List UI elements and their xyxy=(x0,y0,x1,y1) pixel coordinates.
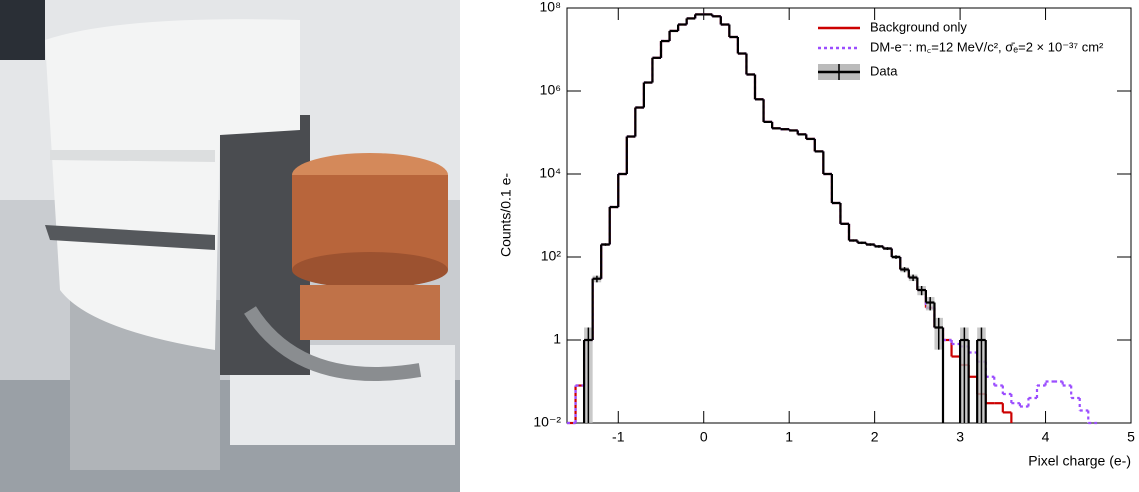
x-tick-label: 0 xyxy=(700,429,708,445)
y-tick-label: 10⁶ xyxy=(540,82,561,98)
x-axis-label: Pixel charge (e-) xyxy=(1028,453,1131,469)
x-tick-label: 3 xyxy=(956,429,964,445)
y-tick-label: 1 xyxy=(553,331,561,347)
y-tick-label: 10⁸ xyxy=(540,0,562,15)
legend-label: Background only xyxy=(870,19,967,34)
y-tick-label: 10⁻² xyxy=(533,414,561,430)
plot-frame xyxy=(566,7,1132,424)
series-0 xyxy=(567,13,1013,425)
legend-label: DM-e⁻: m꜀=12 MeV/c², σ̄ₑ=2 × 10⁻³⁷ cm² xyxy=(870,39,1104,54)
x-tick-label: 2 xyxy=(871,429,879,445)
y-tick-label: 10² xyxy=(541,248,562,264)
series-2 xyxy=(582,13,987,423)
x-tick-label: 4 xyxy=(1042,429,1050,445)
photo xyxy=(0,0,460,492)
y-axis-label: Counts/0.1 e- xyxy=(498,173,514,257)
legend-label: Data xyxy=(870,63,898,78)
x-tick-label: 1 xyxy=(785,429,793,445)
y-tick-label: 10⁴ xyxy=(539,165,561,181)
x-tick-label: -1 xyxy=(612,429,625,445)
plot: -1 0 1 2 3 4 5 10⁻² 1 10² 10⁴ 10⁶ 10⁸ Background only… xyxy=(533,0,1135,445)
x-tick-label: 5 xyxy=(1127,429,1135,445)
